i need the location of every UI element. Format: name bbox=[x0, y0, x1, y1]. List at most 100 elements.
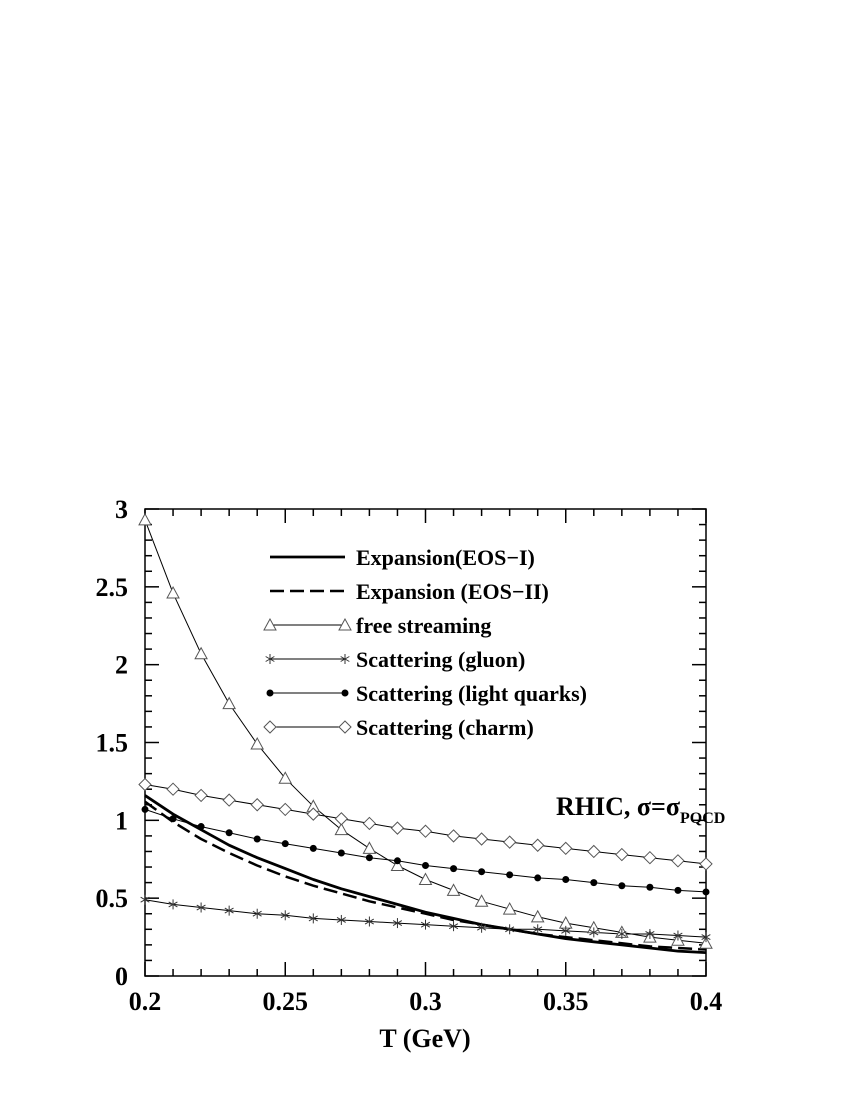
marker-asterisk-stroke bbox=[477, 924, 487, 931]
marker-asterisk bbox=[196, 902, 206, 913]
marker-diamond bbox=[338, 720, 352, 734]
y-tick-label: 1 bbox=[115, 806, 128, 835]
marker-asterisk bbox=[392, 918, 403, 929]
legend-label-1: Expansion (EOS−II) bbox=[356, 579, 549, 604]
marker-circle bbox=[365, 854, 373, 862]
marker-triangle bbox=[390, 858, 405, 871]
marker-diamond bbox=[390, 821, 405, 835]
marker-circle bbox=[478, 868, 486, 876]
marker-diamond bbox=[615, 847, 629, 862]
marker-asterisk-stroke bbox=[617, 931, 627, 937]
marker-diamond bbox=[446, 829, 461, 843]
marker-asterisk-stroke bbox=[140, 896, 150, 903]
marker-asterisk-stroke bbox=[448, 923, 459, 930]
marker-asterisk-stroke bbox=[533, 926, 543, 933]
marker-diamond bbox=[194, 788, 208, 803]
marker-circle bbox=[534, 874, 542, 882]
marker-triangle bbox=[166, 586, 180, 599]
legend-label-3: Scattering (gluon) bbox=[356, 647, 525, 672]
marker-triangle bbox=[263, 617, 277, 631]
annotation: RHIC, σ=σPQCD bbox=[556, 792, 725, 827]
marker-asterisk-stroke bbox=[308, 915, 318, 922]
marker-asterisk-stroke bbox=[589, 929, 599, 936]
marker-triangle bbox=[278, 771, 293, 784]
marker-asterisk bbox=[252, 908, 262, 919]
marker-circle bbox=[646, 883, 654, 891]
marker-circle bbox=[225, 829, 233, 837]
marker-triangle bbox=[334, 822, 349, 836]
series-markers bbox=[138, 512, 713, 949]
marker-asterisk bbox=[533, 924, 543, 935]
legend: Expansion(EOS−I) Expansion (EOS−II) free s… bbox=[263, 545, 587, 740]
marker-triangle bbox=[362, 841, 377, 854]
legend-label-4: Scattering (light quarks) bbox=[356, 681, 587, 706]
y-tick-label: 2.5 bbox=[96, 573, 129, 602]
marker-diamond bbox=[474, 832, 489, 846]
marker-asterisk bbox=[168, 899, 178, 910]
marker-circle bbox=[618, 882, 626, 890]
marker-asterisk bbox=[589, 927, 599, 938]
marker-asterisk-stroke bbox=[252, 910, 262, 917]
marker-asterisk bbox=[505, 924, 515, 935]
marker-diamond bbox=[138, 777, 152, 792]
x-axis-label: T (GeV) bbox=[379, 1024, 470, 1053]
x-tick-label: 0.25 bbox=[263, 987, 309, 1016]
marker-asterisk-stroke bbox=[561, 927, 571, 934]
marker-diamond bbox=[166, 782, 180, 796]
marker-triangle bbox=[418, 872, 433, 885]
marker-asterisk-stroke bbox=[420, 921, 431, 928]
marker-circle bbox=[590, 879, 598, 887]
marker-triangle bbox=[446, 883, 461, 896]
y-tick-label: 2 bbox=[115, 651, 128, 680]
marker-asterisk-stroke bbox=[265, 656, 275, 662]
marker-asterisk bbox=[364, 916, 374, 927]
marker-diamond bbox=[263, 720, 277, 734]
x-tick-label: 0.35 bbox=[543, 987, 589, 1016]
marker-diamond bbox=[643, 850, 657, 865]
marker-triangle bbox=[338, 617, 352, 631]
marker-circle bbox=[393, 857, 401, 865]
marker-circle bbox=[141, 805, 149, 813]
marker-triangle bbox=[502, 902, 517, 915]
x-tick-label: 0.4 bbox=[690, 987, 723, 1016]
marker-asterisk bbox=[448, 921, 459, 932]
marker-diamond bbox=[250, 798, 264, 812]
annotation-subscript: PQCD bbox=[680, 810, 725, 827]
marker-asterisk bbox=[645, 928, 655, 939]
legend-label-5: Scattering (charm) bbox=[356, 715, 534, 740]
marker-asterisk-stroke bbox=[364, 918, 374, 925]
x-tick-label: 0.3 bbox=[409, 987, 442, 1016]
marker-circle bbox=[674, 886, 682, 894]
marker-diamond bbox=[559, 841, 573, 856]
marker-circle bbox=[562, 875, 570, 883]
marker-diamond bbox=[362, 816, 377, 831]
marker-triangle bbox=[222, 696, 236, 710]
marker-asterisk bbox=[617, 928, 627, 939]
marker-asterisk bbox=[280, 910, 290, 921]
marker-circle bbox=[309, 844, 317, 852]
marker-asterisk bbox=[673, 930, 683, 941]
series-line-1 bbox=[144, 800, 707, 951]
marker-triangle bbox=[194, 646, 208, 660]
marker-asterisk bbox=[336, 914, 346, 925]
marker-triangle bbox=[138, 512, 152, 526]
marker-triangle bbox=[530, 909, 545, 923]
marker-triangle bbox=[250, 737, 265, 750]
marker-asterisk bbox=[140, 894, 150, 905]
x-tick-label: 0.2 bbox=[129, 987, 162, 1016]
marker-diamond bbox=[222, 793, 236, 807]
marker-asterisk bbox=[265, 654, 275, 664]
legend-label-0: Expansion(EOS−I) bbox=[356, 545, 535, 570]
marker-circle bbox=[506, 871, 514, 879]
marker-asterisk bbox=[224, 905, 234, 916]
marker-asterisk-stroke bbox=[336, 917, 346, 923]
marker-circle bbox=[197, 823, 205, 831]
y-tick-label: 0 bbox=[115, 962, 128, 991]
marker-asterisk-stroke bbox=[196, 904, 206, 911]
marker-asterisk-stroke bbox=[392, 920, 403, 927]
axis-ticks bbox=[144, 508, 707, 977]
marker-circle bbox=[337, 849, 345, 857]
marker-diamond bbox=[334, 812, 349, 826]
marker-asterisk-stroke bbox=[645, 931, 655, 937]
